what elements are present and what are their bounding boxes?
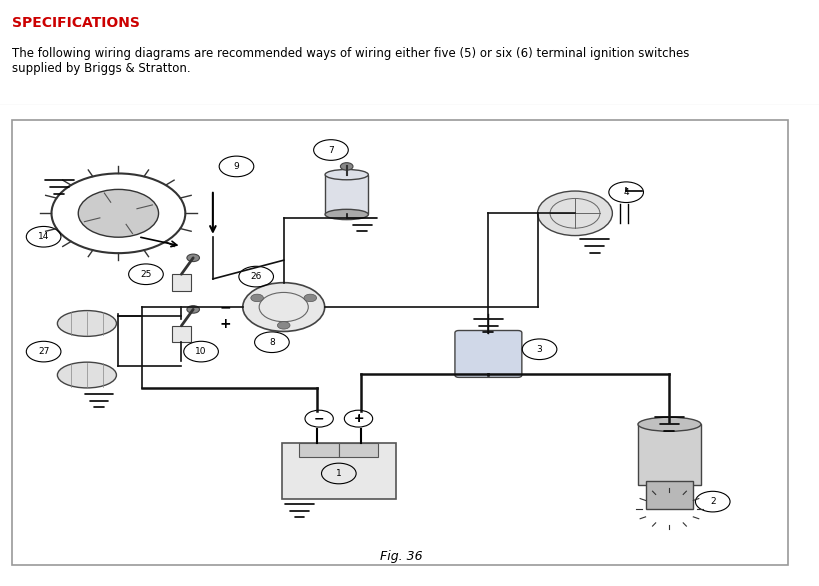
Text: 3: 3 bbox=[536, 345, 542, 354]
FancyBboxPatch shape bbox=[12, 120, 786, 565]
FancyBboxPatch shape bbox=[455, 331, 521, 377]
Ellipse shape bbox=[324, 209, 368, 220]
Text: 27: 27 bbox=[38, 347, 49, 356]
Bar bbox=[637, 424, 700, 485]
Text: 14: 14 bbox=[38, 232, 49, 241]
Text: 26: 26 bbox=[250, 272, 261, 281]
Bar bbox=[282, 443, 396, 499]
Text: 9: 9 bbox=[233, 162, 239, 171]
Bar bbox=[172, 326, 191, 342]
Circle shape bbox=[304, 294, 316, 302]
Text: +: + bbox=[353, 414, 363, 424]
Bar bbox=[324, 175, 368, 214]
Text: −: − bbox=[219, 300, 231, 314]
Text: SPECIFICATIONS: SPECIFICATIONS bbox=[12, 16, 140, 30]
Text: 1: 1 bbox=[336, 469, 342, 478]
Text: 7: 7 bbox=[328, 145, 333, 155]
Ellipse shape bbox=[637, 417, 700, 431]
Circle shape bbox=[537, 191, 612, 236]
Circle shape bbox=[251, 294, 263, 302]
Text: 2: 2 bbox=[709, 497, 715, 506]
Text: The following wiring diagrams are recommended ways of wiring either five (5) or : The following wiring diagrams are recomm… bbox=[12, 47, 689, 76]
Text: 4: 4 bbox=[622, 188, 628, 197]
Circle shape bbox=[78, 189, 158, 237]
Circle shape bbox=[242, 282, 324, 332]
Text: 25: 25 bbox=[140, 270, 152, 279]
Circle shape bbox=[277, 322, 290, 329]
Ellipse shape bbox=[57, 362, 116, 388]
Text: Fig. 36: Fig. 36 bbox=[380, 550, 423, 563]
Text: −: − bbox=[314, 412, 324, 425]
Bar bbox=[338, 443, 378, 457]
Text: −: − bbox=[314, 414, 324, 424]
Bar bbox=[645, 481, 692, 509]
Circle shape bbox=[187, 306, 199, 313]
Circle shape bbox=[187, 254, 199, 261]
Ellipse shape bbox=[57, 311, 116, 336]
Bar bbox=[172, 274, 191, 291]
Ellipse shape bbox=[324, 169, 368, 180]
Text: 10: 10 bbox=[195, 347, 206, 356]
Text: +: + bbox=[353, 412, 364, 425]
Circle shape bbox=[340, 163, 352, 170]
Text: +: + bbox=[219, 317, 231, 331]
Text: 8: 8 bbox=[269, 338, 274, 347]
Bar bbox=[299, 443, 339, 457]
